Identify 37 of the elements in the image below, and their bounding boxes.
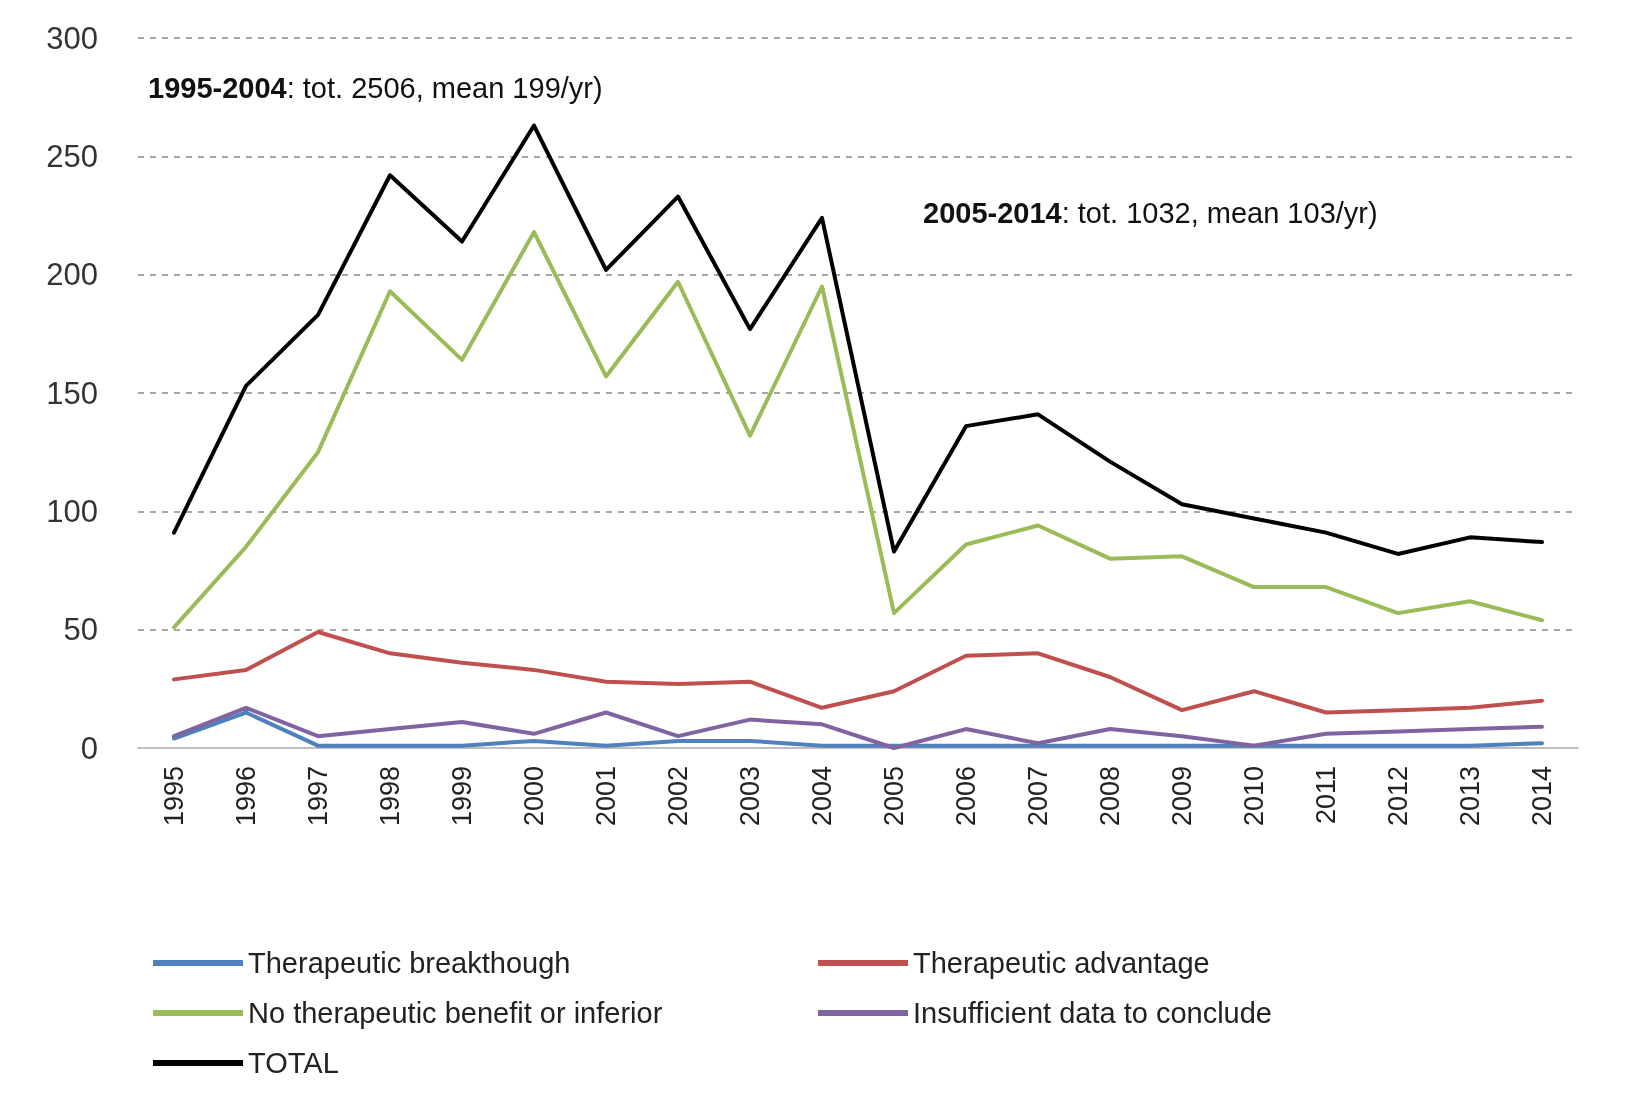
y-tick-label: 250	[46, 138, 98, 174]
legend-label: TOTAL	[248, 1047, 339, 1079]
x-tick-label: 1999	[447, 766, 477, 827]
x-tick-label: 2007	[1023, 766, 1053, 827]
y-tick-label: 50	[63, 612, 98, 648]
legend-label: Insufficient data to conclude	[913, 997, 1272, 1029]
line-series	[172, 230, 1544, 630]
y-tick-label: 150	[46, 375, 98, 411]
x-tick-label: 1998	[375, 766, 405, 827]
y-tick-label: 200	[46, 257, 98, 293]
x-tick-label: 1995	[159, 766, 189, 827]
legend-label: Therapeutic breakthough	[248, 947, 571, 979]
x-tick-label: 2005	[879, 766, 909, 827]
line-series	[172, 123, 1544, 556]
x-tick-label: 2013	[1455, 766, 1485, 827]
x-tick-label: 2008	[1095, 766, 1125, 827]
x-tick-label: 2000	[519, 766, 549, 827]
x-tick-label: 2012	[1383, 766, 1413, 827]
annotation: 1995-2004: tot. 2506, mean 199/yr)	[148, 72, 603, 104]
x-tick-label: 2006	[951, 766, 981, 827]
annotation: 2005-2014: tot. 1032, mean 103/yr)	[923, 197, 1378, 229]
x-tick-label: 2009	[1167, 766, 1197, 827]
legend-label: No therapeutic benefit or inferior	[248, 997, 663, 1029]
x-tick-label: 2003	[735, 766, 765, 827]
y-tick-label: 100	[46, 493, 98, 529]
x-tick-label: 2010	[1239, 766, 1269, 827]
x-tick-label: 2004	[807, 766, 837, 827]
x-tick-label: 2014	[1527, 766, 1557, 827]
x-tick-label: 1996	[231, 766, 261, 827]
line-series	[172, 630, 1544, 715]
x-tick-label: 2001	[591, 766, 621, 827]
y-tick-label: 300	[46, 20, 98, 56]
legend-label: Therapeutic advantage	[913, 947, 1210, 979]
y-tick-label: 0	[80, 730, 98, 766]
x-tick-label: 2002	[663, 766, 693, 827]
x-tick-label: 2011	[1311, 766, 1341, 825]
x-tick-label: 1997	[303, 766, 333, 827]
